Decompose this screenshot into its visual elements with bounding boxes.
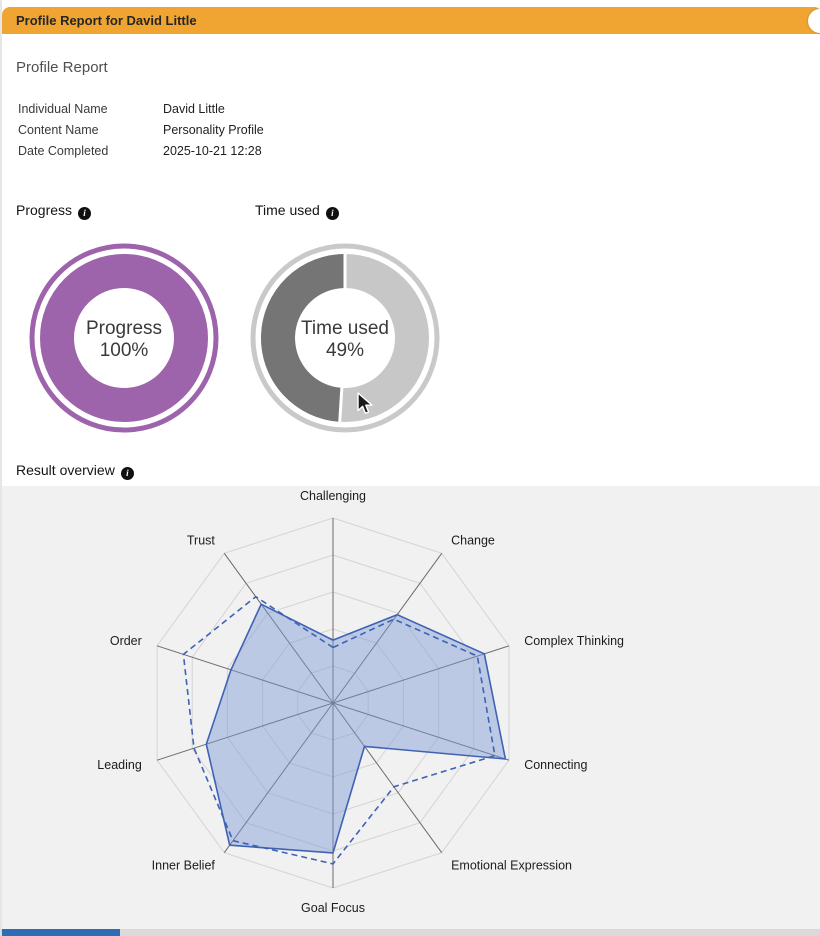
result-overview-radar-chart: Challenging Change Complex Thinking Connect… (2, 486, 820, 929)
info-value: Personality Profile (163, 123, 264, 137)
progress-label-text: Progress (16, 202, 73, 218)
time-used-section-label: Time used i (255, 202, 339, 220)
scrollbar-thumb[interactable] (2, 929, 120, 936)
left-edge-divider (0, 0, 2, 936)
info-value: David Little (163, 102, 225, 116)
info-label: Content Name (18, 123, 99, 137)
svg-text:Order: Order (110, 634, 142, 648)
info-row-content-name: Content Name Personality Profile (18, 120, 264, 141)
header-action-button[interactable] (808, 9, 820, 33)
svg-text:Goal Focus: Goal Focus (301, 901, 365, 915)
svg-text:Emotional Expression: Emotional Expression (451, 859, 572, 873)
info-icon[interactable]: i (78, 207, 92, 220)
page-title: Profile Report (16, 59, 108, 76)
svg-text:Trust: Trust (187, 533, 216, 547)
time-used-label-text: Time used (255, 202, 320, 218)
svg-text:Change: Change (451, 533, 495, 547)
svg-text:Leading: Leading (97, 758, 142, 772)
progress-section-label: Progress i (16, 202, 92, 220)
report-header-title: Profile Report for David Little (16, 13, 197, 28)
report-info-table: Individual Name David Little Content Nam… (18, 99, 264, 162)
info-row-individual-name: Individual Name David Little (18, 99, 264, 120)
info-label: Date Completed (18, 144, 109, 158)
result-overview-label-text: Result overview (16, 462, 115, 478)
progress-donut-chart: Progress 100% (24, 238, 224, 438)
result-overview-panel: Challenging Change Complex Thinking Connect… (2, 486, 820, 929)
report-header-bar: Profile Report for David Little (2, 7, 820, 34)
info-value: 2025-10-21 12:28 (163, 144, 262, 158)
result-overview-section-label: Result overview i (16, 462, 134, 480)
info-label: Individual Name (18, 102, 108, 116)
info-icon[interactable]: i (120, 467, 134, 480)
info-row-date-completed: Date Completed 2025-10-21 12:28 (18, 141, 264, 162)
mouse-cursor (356, 392, 378, 416)
info-icon[interactable]: i (325, 207, 339, 220)
horizontal-scrollbar[interactable] (0, 929, 820, 936)
time-used-donut-chart: Time used 49% (245, 238, 445, 438)
svg-text:Complex Thinking: Complex Thinking (524, 634, 624, 648)
svg-text:Challenging: Challenging (300, 489, 366, 503)
svg-text:Inner Belief: Inner Belief (152, 859, 216, 873)
svg-text:Connecting: Connecting (524, 758, 587, 772)
